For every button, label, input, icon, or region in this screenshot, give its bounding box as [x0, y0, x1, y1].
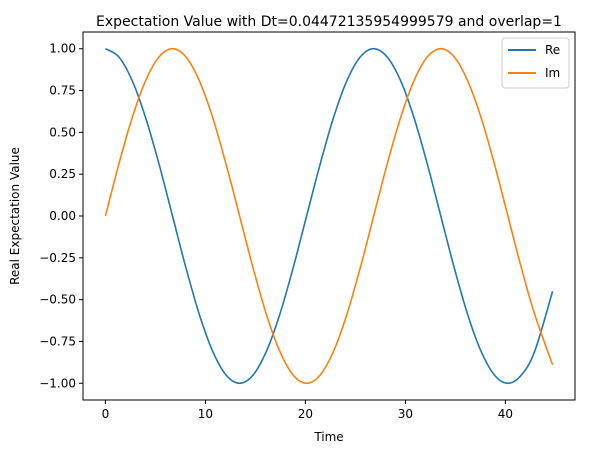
x-tick-label: 30 [398, 407, 413, 421]
x-tick-label: 0 [102, 407, 110, 421]
y-tick-label: 0.50 [49, 125, 76, 139]
legend-label-im: Im [545, 66, 560, 80]
y-tick-label: −0.25 [39, 251, 76, 265]
y-tick-label: −1.00 [39, 376, 76, 390]
x-ticks: 0 10 20 30 40 [102, 400, 513, 421]
x-tick-label: 10 [198, 407, 213, 421]
chart-title: Expectation Value with Dt=0.044721359549… [96, 14, 562, 30]
legend-label-re: Re [545, 43, 560, 57]
y-tick-label: 0.25 [49, 167, 76, 181]
series-line-im [104, 47, 554, 385]
series-layer [104, 47, 554, 385]
legend: Re Im [501, 37, 570, 89]
y-axis-label: Real Expectation Value [8, 147, 22, 285]
plot-area [82, 31, 576, 401]
y-ticks: −1.00 −0.75 −0.50 −0.25 0.00 0.25 0.50 0.75 1.00 [39, 42, 83, 390]
y-tick-label: −0.75 [39, 334, 76, 348]
series-line-re [104, 47, 554, 385]
x-axis-label: Time [313, 430, 343, 444]
y-tick-label: −0.50 [39, 293, 76, 307]
y-tick-label: 0.75 [49, 84, 76, 98]
x-tick-label: 40 [498, 407, 513, 421]
y-tick-label: 1.00 [49, 42, 76, 56]
y-tick-label: 0.00 [49, 209, 76, 223]
x-tick-label: 20 [298, 407, 313, 421]
